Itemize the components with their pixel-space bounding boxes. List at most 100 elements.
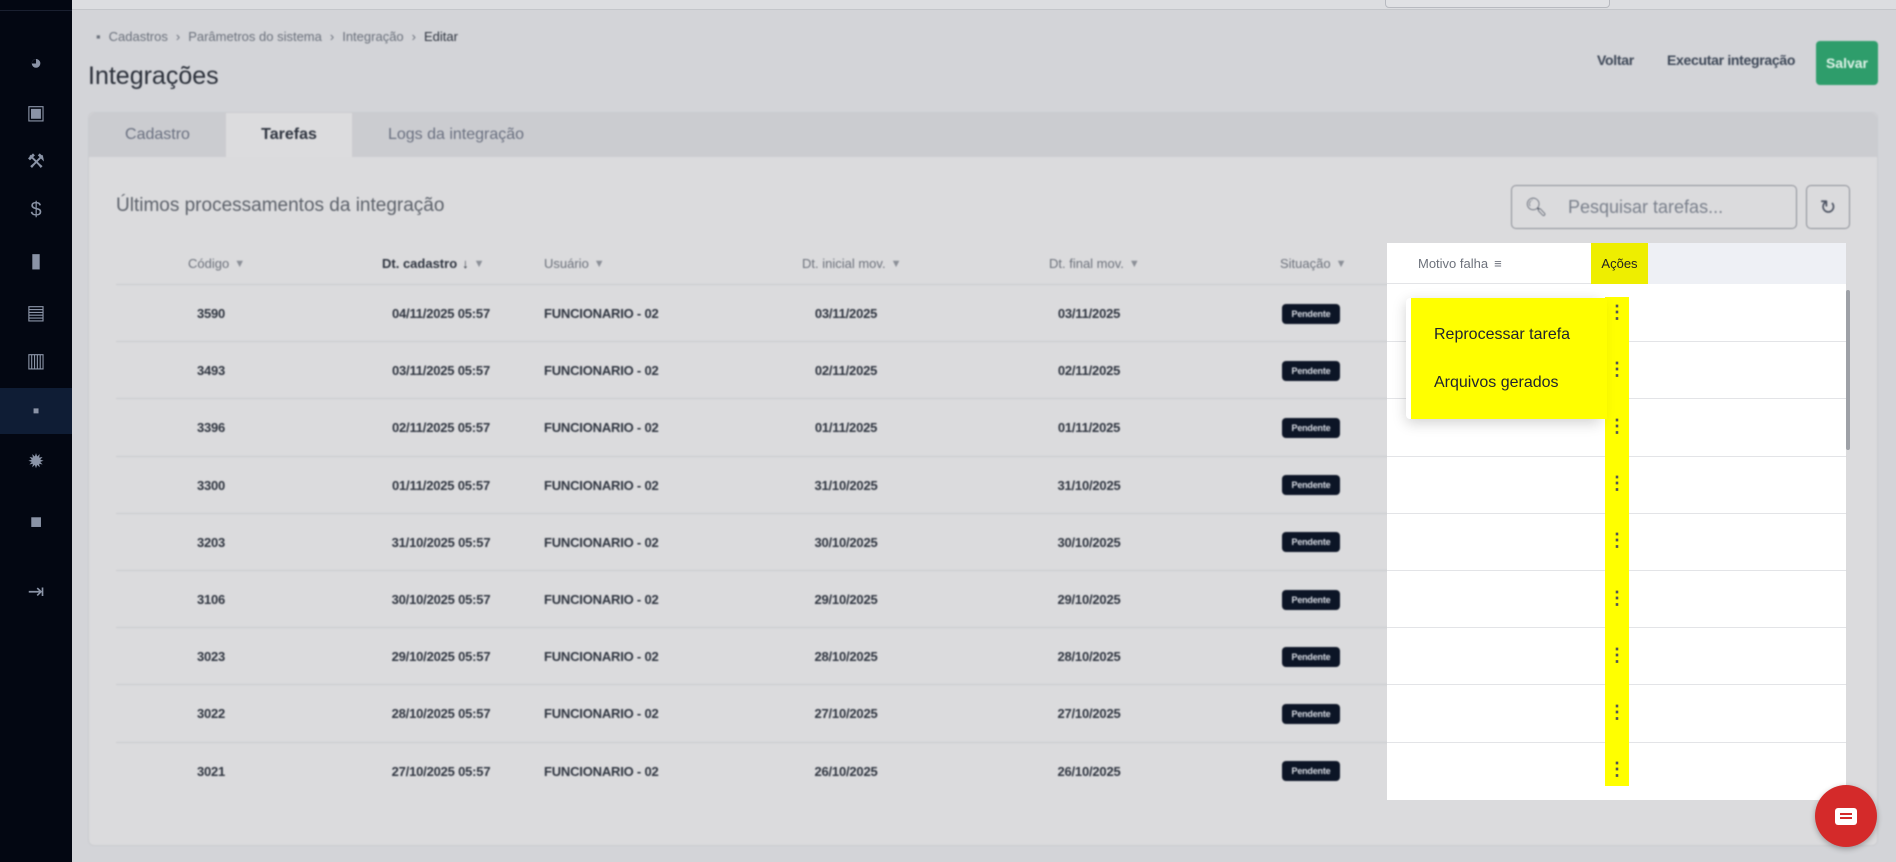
filter-icon: ▼: [593, 257, 605, 270]
support-icon[interactable]: ■: [29, 510, 43, 533]
cell-situacao: Pendente: [1256, 457, 1366, 514]
reports-icon[interactable]: ▮: [30, 249, 42, 272]
tab-logs[interactable]: Logs da integração: [387, 126, 525, 143]
breadcrumb-parametros[interactable]: Parâmetros do sistema: [188, 29, 322, 44]
save-icon[interactable]: ▣: [26, 101, 46, 124]
cell-dt-final: 29/10/2025: [1057, 592, 1121, 607]
cell-codigo: 3021: [196, 763, 226, 779]
cell-dt-cadastro: 04/11/2025 05:57: [391, 306, 490, 321]
more-vert-icon[interactable]: ⋮: [1608, 701, 1626, 722]
menu-item-reprocess[interactable]: Reprocessar tarefa: [1434, 326, 1571, 343]
table-row[interactable]: 3300 01/11/2025 05:57 FUNCIONARIO - 02 31/1…: [116, 455, 1846, 514]
table-row[interactable]: 3203 31/10/2025 05:57 FUNCIONARIO - 02 30/1…: [116, 512, 1846, 571]
more-vert-icon[interactable]: ⋮: [1608, 587, 1626, 608]
cell-situacao: Pendente: [1256, 399, 1366, 456]
status-badge: Pendente: [1281, 761, 1341, 782]
cell-dt-cadastro: 29/10/2025 05:57: [391, 649, 491, 665]
breadcrumb-integracao[interactable]: Integração: [342, 29, 404, 44]
col-dt-final[interactable]: Dt. final mov. ▼: [1049, 256, 1140, 271]
status-badge: Pendente: [1281, 646, 1341, 667]
tab-tarefas[interactable]: Tarefas: [226, 113, 352, 157]
cell-dt-cadastro: 02/11/2025 05:57: [391, 420, 490, 436]
filter-icon: ▼: [890, 257, 902, 270]
col-motivo-falha[interactable]: Motivo falha ≡: [1418, 256, 1502, 271]
scrollbar[interactable]: [1846, 290, 1850, 450]
more-vert-icon[interactable]: ⋮: [1608, 759, 1626, 780]
cell-dt-inicial: 29/10/2025: [814, 592, 878, 607]
breadcrumb-current: Editar: [424, 29, 458, 44]
filter-icon: ≡: [1494, 256, 1502, 271]
cell-situacao: Pendente: [1256, 571, 1366, 628]
more-vert-icon[interactable]: ⋮: [1608, 644, 1626, 665]
inventory-icon[interactable]: ⚒: [27, 150, 45, 173]
status-badge: Pendente: [1281, 475, 1341, 496]
cell-dt-cadastro: 31/10/2025 05:57: [391, 534, 491, 550]
cell-situacao: Pendente: [1256, 285, 1366, 342]
cell-codigo: 3590: [196, 306, 226, 321]
run-integration-button[interactable]: Executar integração: [1667, 52, 1796, 68]
cell-usuario: FUNCIONARIO - 02: [544, 306, 659, 321]
cell-dt-inicial: 27/10/2025: [814, 706, 878, 722]
cell-usuario: FUNCIONARIO - 02: [544, 649, 659, 665]
global-search[interactable]: [1385, 0, 1610, 8]
dashboard-icon[interactable]: ◕: [29, 51, 43, 74]
table-row[interactable]: 3021 27/10/2025 05:57 FUNCIONARIO - 02 26/1…: [116, 741, 1846, 800]
cell-situacao: Pendente: [1256, 743, 1366, 800]
settings-icon[interactable]: ✹: [27, 450, 45, 473]
back-button[interactable]: Voltar: [1597, 52, 1634, 68]
save-button[interactable]: Salvar: [1816, 41, 1878, 85]
breadcrumb: ▪ Cadastros › Parâmetros do sistema › Inte…: [96, 29, 458, 44]
tab-cadastro[interactable]: Cadastro: [125, 126, 190, 143]
col-usuario[interactable]: Usuário ▼: [544, 256, 605, 271]
search-icon: 🔍︎: [1524, 196, 1548, 217]
table-row[interactable]: 3022 28/10/2025 05:57 FUNCIONARIO - 02 27/1…: [116, 684, 1846, 741]
cell-dt-inicial: 31/10/2025: [814, 477, 878, 493]
chat-button[interactable]: [1815, 785, 1877, 847]
filter-icon: ▼: [1335, 257, 1347, 270]
more-vert-icon[interactable]: ⋮: [1608, 301, 1626, 322]
cell-dt-final: 31/10/2025: [1057, 477, 1121, 493]
cell-dt-cadastro: 01/11/2025 05:57: [391, 477, 490, 493]
cell-codigo: 3396: [196, 420, 226, 436]
cell-usuario: FUNCIONARIO - 02: [544, 763, 659, 779]
finance-icon[interactable]: $: [30, 198, 42, 221]
cell-situacao: Pendente: [1256, 514, 1366, 571]
cell-codigo: 3300: [196, 477, 226, 493]
col-situacao[interactable]: Situação ▼: [1280, 256, 1347, 271]
table-row[interactable]: 3106 30/10/2025 05:57 FUNCIONARIO - 02 29/1…: [116, 570, 1846, 627]
table-row[interactable]: 3396 02/11/2025 05:57 FUNCIONARIO - 02 01/1…: [116, 398, 1846, 455]
table-row[interactable]: 3493 03/11/2025 05:57 FUNCIONARIO - 02 02/1…: [116, 341, 1846, 398]
chat-icon: [1835, 807, 1857, 825]
col-dt-cadastro[interactable]: Dt. cadastro ↓ ▼: [382, 256, 485, 271]
more-vert-icon[interactable]: ⋮: [1608, 415, 1626, 436]
cell-dt-final: 03/11/2025: [1057, 306, 1121, 321]
more-vert-icon[interactable]: ⋮: [1608, 530, 1626, 551]
cell-usuario: FUNCIONARIO - 02: [544, 477, 659, 493]
cell-codigo: 3203: [196, 534, 226, 550]
refresh-icon: ↻: [1819, 196, 1837, 219]
documents-icon[interactable]: ▥: [26, 349, 46, 372]
registrations-icon[interactable]: ▪: [0, 388, 72, 434]
sidebar: ◕ ▣ ⚒ $ ▮ ▤ ▥ ▪ ✹ ■ ⇥: [0, 0, 72, 862]
refresh-button[interactable]: ↻: [1806, 185, 1850, 229]
col-codigo[interactable]: Código ▼: [188, 256, 246, 271]
cell-usuario: FUNCIONARIO - 02: [544, 706, 659, 722]
status-badge: Pendente: [1281, 303, 1341, 324]
cell-situacao: Pendente: [1256, 628, 1366, 685]
col-dt-inicial[interactable]: Dt. inicial mov. ▼: [802, 256, 902, 271]
more-vert-icon[interactable]: ⋮: [1608, 358, 1626, 379]
filter-icon: ▼: [234, 257, 246, 270]
more-vert-icon[interactable]: ⋮: [1608, 473, 1626, 494]
breadcrumb-cadastros[interactable]: Cadastros: [108, 29, 168, 44]
logout-icon[interactable]: ⇥: [27, 580, 45, 603]
search-input[interactable]: [1568, 196, 1788, 218]
menu-item-files[interactable]: Arquivos gerados: [1434, 374, 1559, 391]
search-tasks[interactable]: 🔍︎: [1511, 185, 1797, 229]
cell-usuario: FUNCIONARIO - 02: [544, 592, 659, 607]
table-row[interactable]: 3590 04/11/2025 05:57 FUNCIONARIO - 02 03/1…: [116, 284, 1846, 341]
cell-codigo: 3106: [196, 592, 226, 607]
clipboard-icon[interactable]: ▤: [26, 301, 46, 324]
cell-dt-cadastro: 28/10/2025 05:57: [391, 706, 491, 722]
status-badge: Pendente: [1281, 532, 1341, 553]
table-row[interactable]: 3023 29/10/2025 05:57 FUNCIONARIO - 02 28/1…: [116, 627, 1846, 684]
